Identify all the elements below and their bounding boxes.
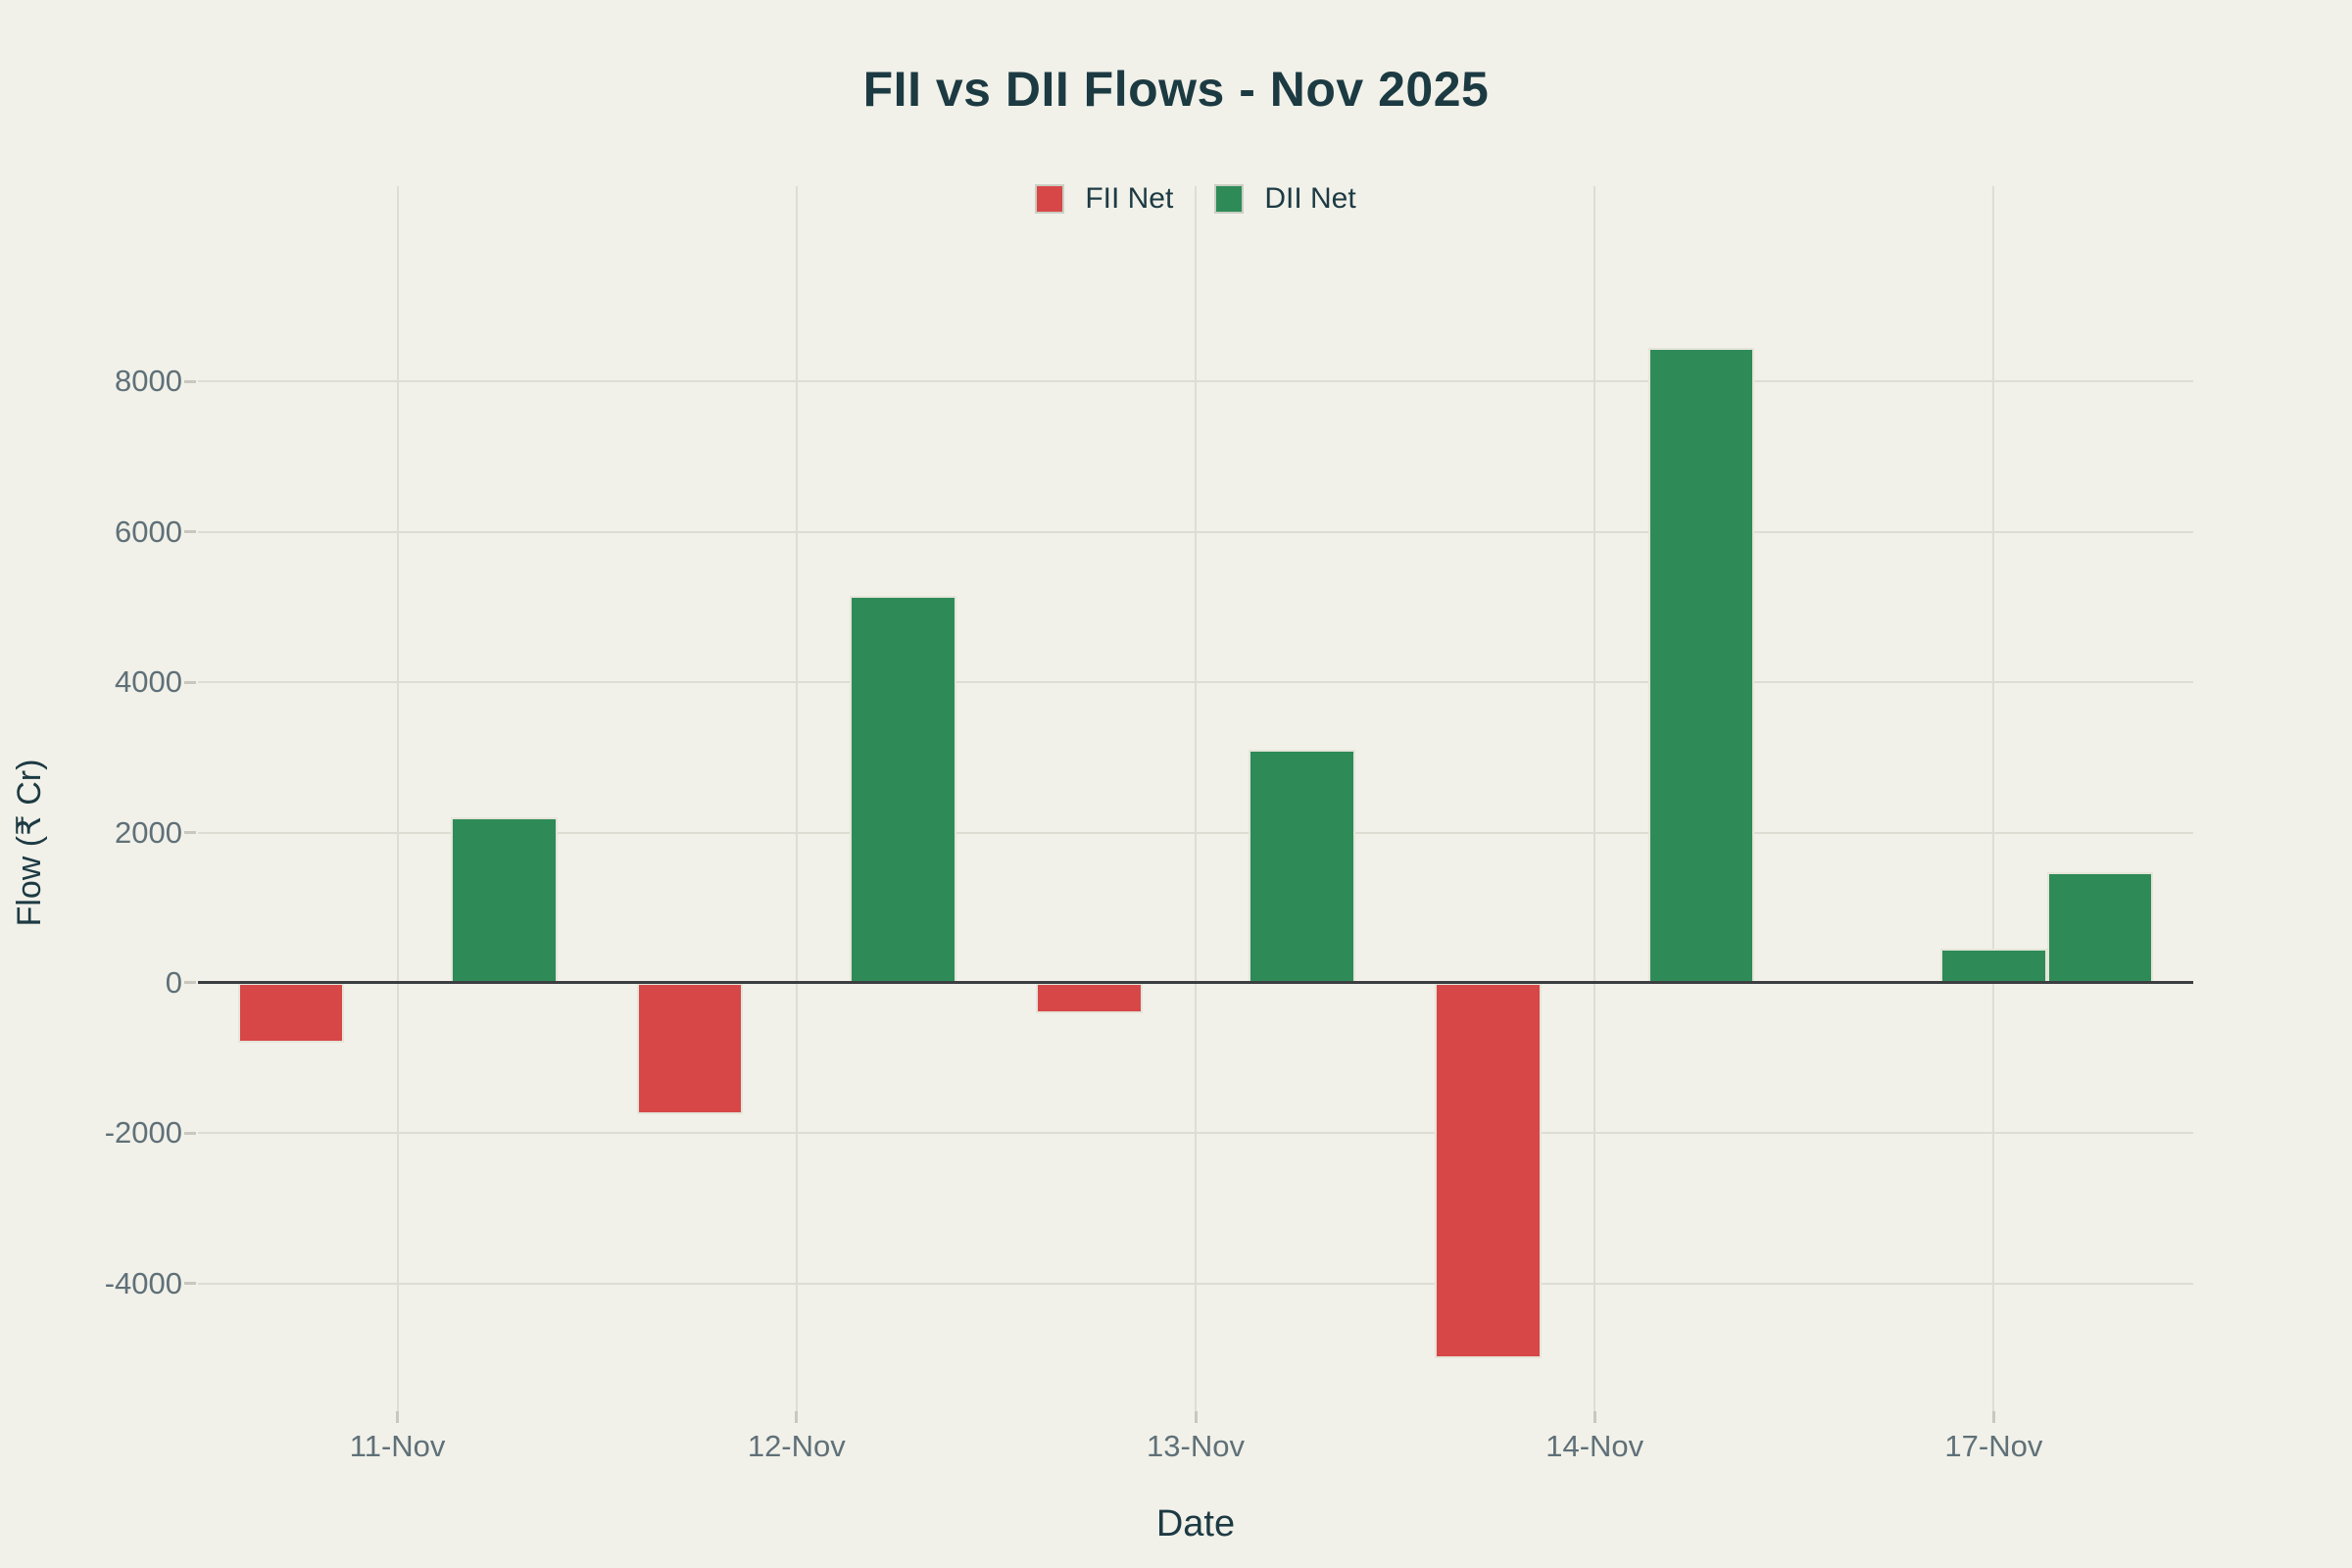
y-tick-mark — [184, 379, 196, 383]
x-tick-label-14-Nov: 14-Nov — [1545, 1429, 1644, 1463]
y-tick-label-2000: 2000 — [115, 814, 182, 850]
v-gridline-17-Nov — [1992, 186, 1995, 1411]
legend: FII Net DII Net — [198, 182, 2193, 216]
x-tick-mark — [1194, 1411, 1198, 1423]
bar-fii-net-14-nov — [1435, 982, 1542, 1359]
bar-dii-net-12-nov — [850, 595, 956, 983]
chart-title: FII vs DII Flows - Nov 2025 — [862, 62, 1490, 117]
bar-dii-net-11-nov — [450, 817, 558, 983]
y-tick-mark — [184, 831, 196, 834]
y-tick-mark — [184, 1282, 196, 1286]
v-gridline-14-Nov — [1593, 186, 1596, 1411]
x-tick-mark — [795, 1411, 799, 1423]
v-gridline-12-Nov — [795, 186, 798, 1411]
x-tick-mark — [1991, 1411, 1995, 1423]
x-tick-mark — [1592, 1411, 1596, 1423]
legend-label-dii: DII Net — [1264, 182, 1356, 215]
bar-fii-net-13-nov — [1035, 982, 1143, 1013]
plot-area — [198, 186, 2193, 1411]
bar-dii-net-14-nov — [1647, 347, 1755, 983]
zero-axis-line — [198, 981, 2193, 985]
y-tick-label-0: 0 — [165, 964, 182, 1000]
dii-legend-swatch-icon — [1214, 184, 1245, 214]
v-gridline-11-Nov — [396, 186, 399, 1411]
y-tick-label--2000: -2000 — [104, 1115, 182, 1151]
v-gridline-13-Nov — [1195, 186, 1197, 1411]
y-tick-label-6000: 6000 — [115, 514, 182, 549]
y-tick-mark — [184, 680, 196, 684]
bar-fii-net-12-nov — [636, 982, 744, 1115]
bar-fii-net-11-nov — [237, 982, 345, 1044]
fii-legend-swatch-icon — [1035, 184, 1065, 214]
y-tick-mark — [184, 1131, 196, 1135]
y-tick-label--4000: -4000 — [104, 1265, 182, 1300]
bar-fii-net-17-nov — [1940, 949, 2047, 983]
legend-item-dii: DII Net — [1214, 182, 1356, 216]
y-tick-mark — [184, 530, 196, 534]
y-tick-label-8000: 8000 — [115, 364, 182, 399]
bar-dii-net-13-nov — [1249, 750, 1356, 983]
x-tick-label-17-Nov: 17-Nov — [1944, 1429, 2043, 1463]
x-tick-label-12-Nov: 12-Nov — [747, 1429, 846, 1463]
x-tick-mark — [396, 1411, 400, 1423]
y-tick-mark — [184, 981, 196, 985]
x-tick-label-13-Nov: 13-Nov — [1147, 1429, 1245, 1463]
x-tick-label-11-Nov: 11-Nov — [349, 1429, 446, 1463]
y-tick-label-4000: 4000 — [115, 664, 182, 700]
x-axis-title: Date — [1155, 1503, 1236, 1544]
legend-item-fii: FII Net — [1035, 182, 1173, 216]
bar-dii-net-17-nov — [2046, 871, 2154, 983]
legend-label-fii: FII Net — [1085, 182, 1174, 215]
